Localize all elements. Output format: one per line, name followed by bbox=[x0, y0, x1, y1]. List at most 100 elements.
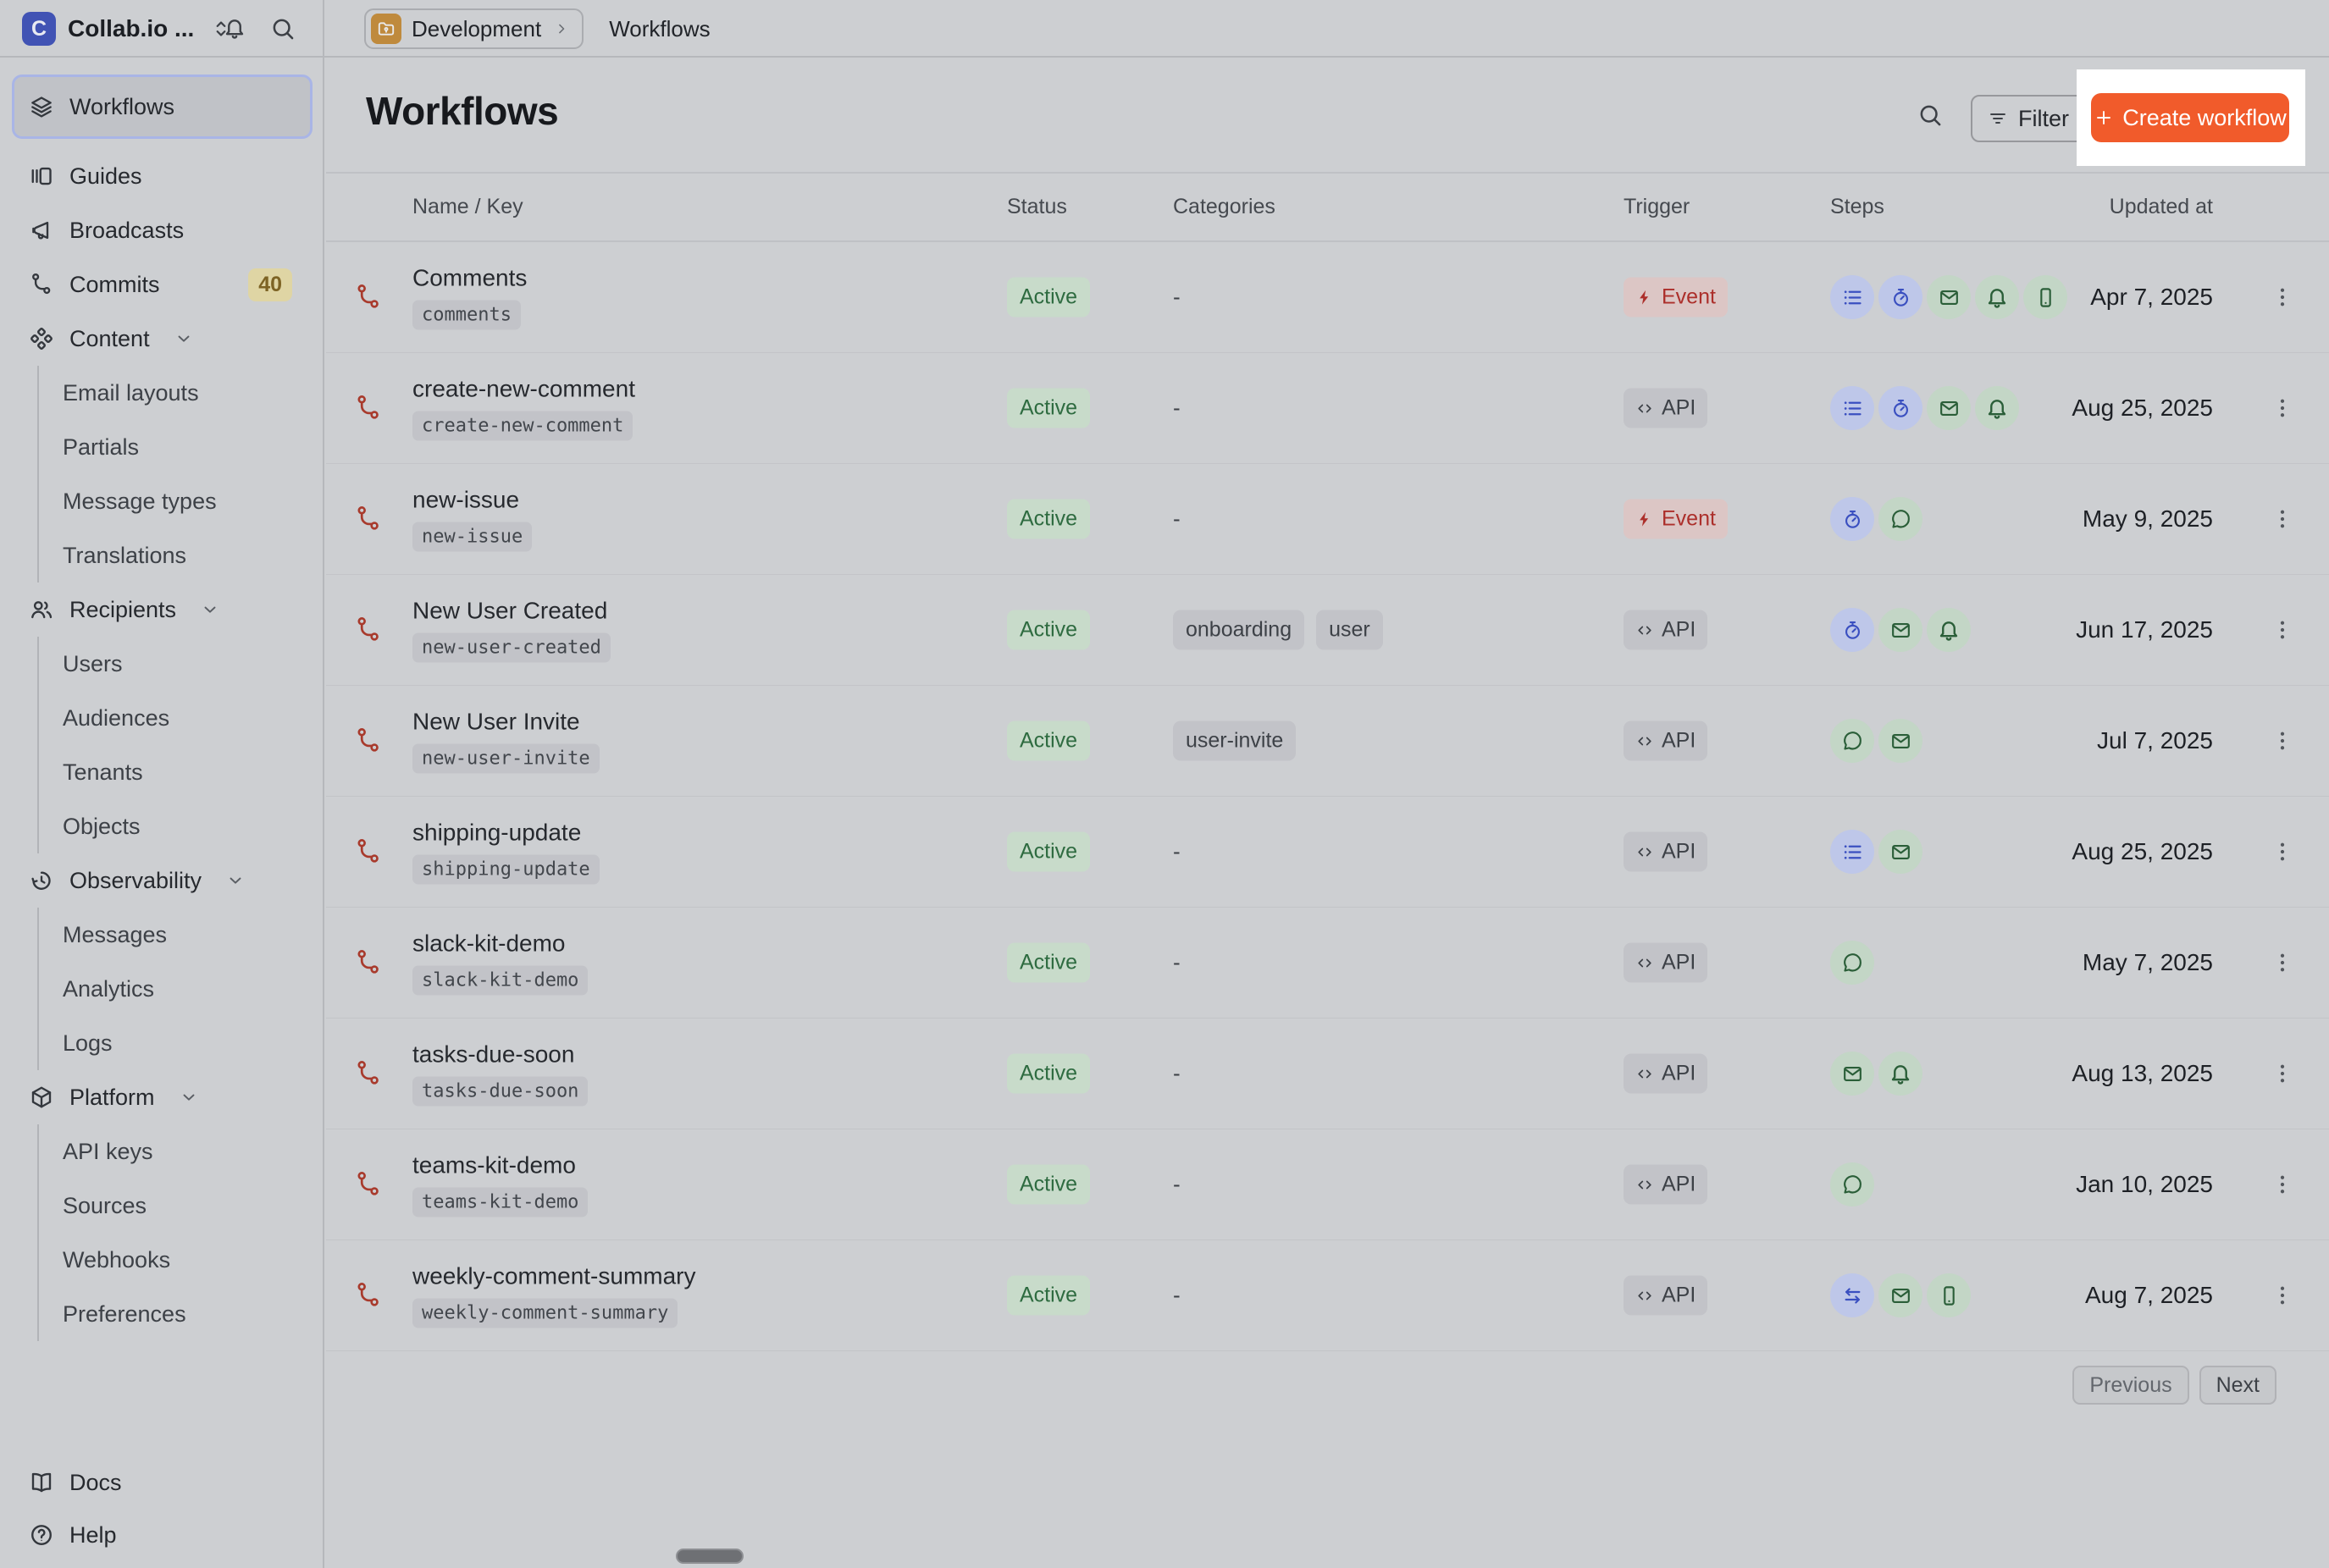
steps-cell bbox=[1830, 275, 2072, 319]
table-row[interactable]: tasks-due-soon tasks-due-soon Active - API Au… bbox=[326, 1019, 2329, 1129]
sidebar-search-icon[interactable] bbox=[269, 15, 296, 42]
row-menu-button[interactable] bbox=[2270, 728, 2295, 754]
updated-at: Jun 17, 2025 bbox=[2076, 616, 2213, 643]
chevron-down-icon bbox=[200, 599, 220, 620]
sidebar-item-webhooks[interactable]: Webhooks bbox=[39, 1233, 324, 1287]
sidebar-item-recipients[interactable]: Recipients bbox=[0, 582, 324, 637]
row-menu-button[interactable] bbox=[2270, 395, 2295, 421]
status-cell: Active bbox=[1007, 831, 1091, 872]
sidebar-item-preferences[interactable]: Preferences bbox=[39, 1287, 324, 1341]
search-icon[interactable] bbox=[1917, 102, 1944, 129]
push-step-icon bbox=[2023, 275, 2067, 319]
workflow-name: Comments bbox=[412, 264, 528, 291]
column-header-name-key: Name / Key bbox=[412, 195, 523, 218]
sidebar-item-label: Platform bbox=[69, 1084, 155, 1110]
chevron-down-icon bbox=[179, 1087, 199, 1107]
trigger-badge-event: Event bbox=[1624, 277, 1728, 317]
updated-at: Jan 10, 2025 bbox=[2076, 1171, 2213, 1197]
sidebar-item-help[interactable]: Help bbox=[0, 1509, 324, 1561]
environment-selector[interactable]: Development bbox=[364, 8, 584, 49]
create-workflow-button[interactable]: Create workflow bbox=[2091, 93, 2289, 142]
table-row[interactable]: new-issue new-issue Active - Event May 9, 202… bbox=[326, 464, 2329, 575]
sidebar-item-label: Broadcasts bbox=[69, 217, 185, 243]
sidebar-item-messages[interactable]: Messages bbox=[39, 908, 324, 962]
sidebar-item-workflows[interactable]: Workflows bbox=[12, 75, 313, 139]
row-menu-button[interactable] bbox=[2270, 839, 2295, 864]
sidebar-item-audiences[interactable]: Audiences bbox=[39, 691, 324, 745]
sidebar-item-analytics[interactable]: Analytics bbox=[39, 962, 324, 1016]
workflow-key-badge: new-user-invite bbox=[412, 743, 600, 774]
trigger-badge-api: API bbox=[1624, 831, 1708, 872]
sidebar-item-users[interactable]: Users bbox=[39, 637, 324, 691]
sidebar-item-message-types[interactable]: Message types bbox=[39, 474, 324, 528]
workflow-name: create-new-comment bbox=[412, 375, 635, 402]
notifications-bell-icon[interactable] bbox=[222, 15, 247, 41]
table-row[interactable]: Comments comments Active - Event Apr 7, 2025 bbox=[326, 242, 2329, 353]
table-row[interactable]: create-new-comment create-new-comment Acti… bbox=[326, 353, 2329, 464]
status-cell: Active bbox=[1007, 942, 1091, 983]
categories-cell: - bbox=[1173, 839, 1181, 865]
table-body: Comments comments Active - Event Apr 7, 2025 c… bbox=[326, 242, 2329, 1351]
sidebar-item-broadcasts[interactable]: Broadcasts bbox=[0, 203, 324, 257]
trigger-badge-api: API bbox=[1624, 1053, 1708, 1094]
workflow-icon bbox=[354, 505, 383, 533]
updated-at: May 7, 2025 bbox=[2082, 949, 2213, 975]
workflow-icon bbox=[354, 1170, 383, 1199]
table-row[interactable]: New User Created new-user-created Active on… bbox=[326, 575, 2329, 686]
sidebar-item-sources[interactable]: Sources bbox=[39, 1179, 324, 1233]
sidebar-item-logs[interactable]: Logs bbox=[39, 1016, 324, 1070]
sidebar-item-label: Translations bbox=[63, 542, 187, 568]
org-switcher[interactable]: C Collab.io ... bbox=[22, 11, 233, 47]
sidebar-item-platform[interactable]: Platform bbox=[0, 1070, 324, 1124]
sidebar-item-email-layouts[interactable]: Email layouts bbox=[39, 366, 324, 420]
page-title: Workflows bbox=[366, 89, 559, 133]
trigger-label: Event bbox=[1662, 506, 1716, 531]
row-menu-button[interactable] bbox=[2270, 1061, 2295, 1086]
trigger-label: API bbox=[1662, 1061, 1696, 1085]
table-row[interactable]: shipping-update shipping-update Active - API… bbox=[326, 797, 2329, 908]
code-icon bbox=[1635, 1286, 1654, 1305]
table-row[interactable]: teams-kit-demo teams-kit-demo Active - API Ja… bbox=[326, 1129, 2329, 1240]
next-page-button[interactable]: Next bbox=[2199, 1366, 2276, 1405]
table-row[interactable]: slack-kit-demo slack-kit-demo Active - API Ma… bbox=[326, 908, 2329, 1019]
chat-step-icon bbox=[1878, 497, 1922, 541]
workflow-name-cell: New User Created new-user-created bbox=[412, 598, 611, 663]
sidebar-item-content[interactable]: Content bbox=[0, 312, 324, 366]
workflow-name-cell: New User Invite new-user-invite bbox=[412, 709, 600, 774]
sidebar-item-api-keys[interactable]: API keys bbox=[39, 1124, 324, 1179]
sidebar-item-label: Email layouts bbox=[63, 379, 199, 406]
sidebar-item-tenants[interactable]: Tenants bbox=[39, 745, 324, 799]
table-row[interactable]: New User Invite new-user-invite Active user… bbox=[326, 686, 2329, 797]
row-menu-button[interactable] bbox=[2270, 506, 2295, 532]
category-badge: user-invite bbox=[1173, 721, 1297, 761]
horizontal-scrollbar-thumb[interactable] bbox=[676, 1549, 744, 1564]
code-icon bbox=[1635, 1175, 1654, 1194]
sidebar-item-commits[interactable]: Commits 40 bbox=[0, 257, 324, 312]
sidebar-item-translations[interactable]: Translations bbox=[39, 528, 324, 582]
steps-cell bbox=[1830, 608, 1975, 652]
sidebar-item-objects[interactable]: Objects bbox=[39, 799, 324, 853]
row-menu-button[interactable] bbox=[2270, 617, 2295, 643]
sidebar-item-docs[interactable]: Docs bbox=[0, 1456, 324, 1509]
main-content: Workflows Filter Create workflow Name / … bbox=[326, 58, 2329, 1568]
workflow-icon bbox=[354, 394, 383, 422]
sidebar-item-partials[interactable]: Partials bbox=[39, 420, 324, 474]
row-menu-button[interactable] bbox=[2270, 1283, 2295, 1308]
row-menu-button[interactable] bbox=[2270, 950, 2295, 975]
filter-button[interactable]: Filter bbox=[1971, 95, 2086, 142]
sidebar-item-guides[interactable]: Guides bbox=[0, 149, 324, 203]
status-badge: Active bbox=[1007, 831, 1091, 872]
chevron-down-icon bbox=[225, 870, 246, 891]
megaphone-icon bbox=[29, 218, 54, 243]
status-badge: Active bbox=[1007, 721, 1091, 761]
sidebar-item-label: Objects bbox=[63, 813, 141, 839]
row-menu-button[interactable] bbox=[2270, 284, 2295, 310]
row-menu-button[interactable] bbox=[2270, 1172, 2295, 1197]
sidebar-item-label: Logs bbox=[63, 1030, 113, 1056]
sidebar-item-observability[interactable]: Observability bbox=[0, 853, 324, 908]
previous-page-button[interactable]: Previous bbox=[2072, 1366, 2189, 1405]
status-badge: Active bbox=[1007, 1275, 1091, 1316]
table-row[interactable]: weekly-comment-summary weekly-comment-sum… bbox=[326, 1240, 2329, 1351]
category-badge: onboarding bbox=[1173, 610, 1305, 650]
